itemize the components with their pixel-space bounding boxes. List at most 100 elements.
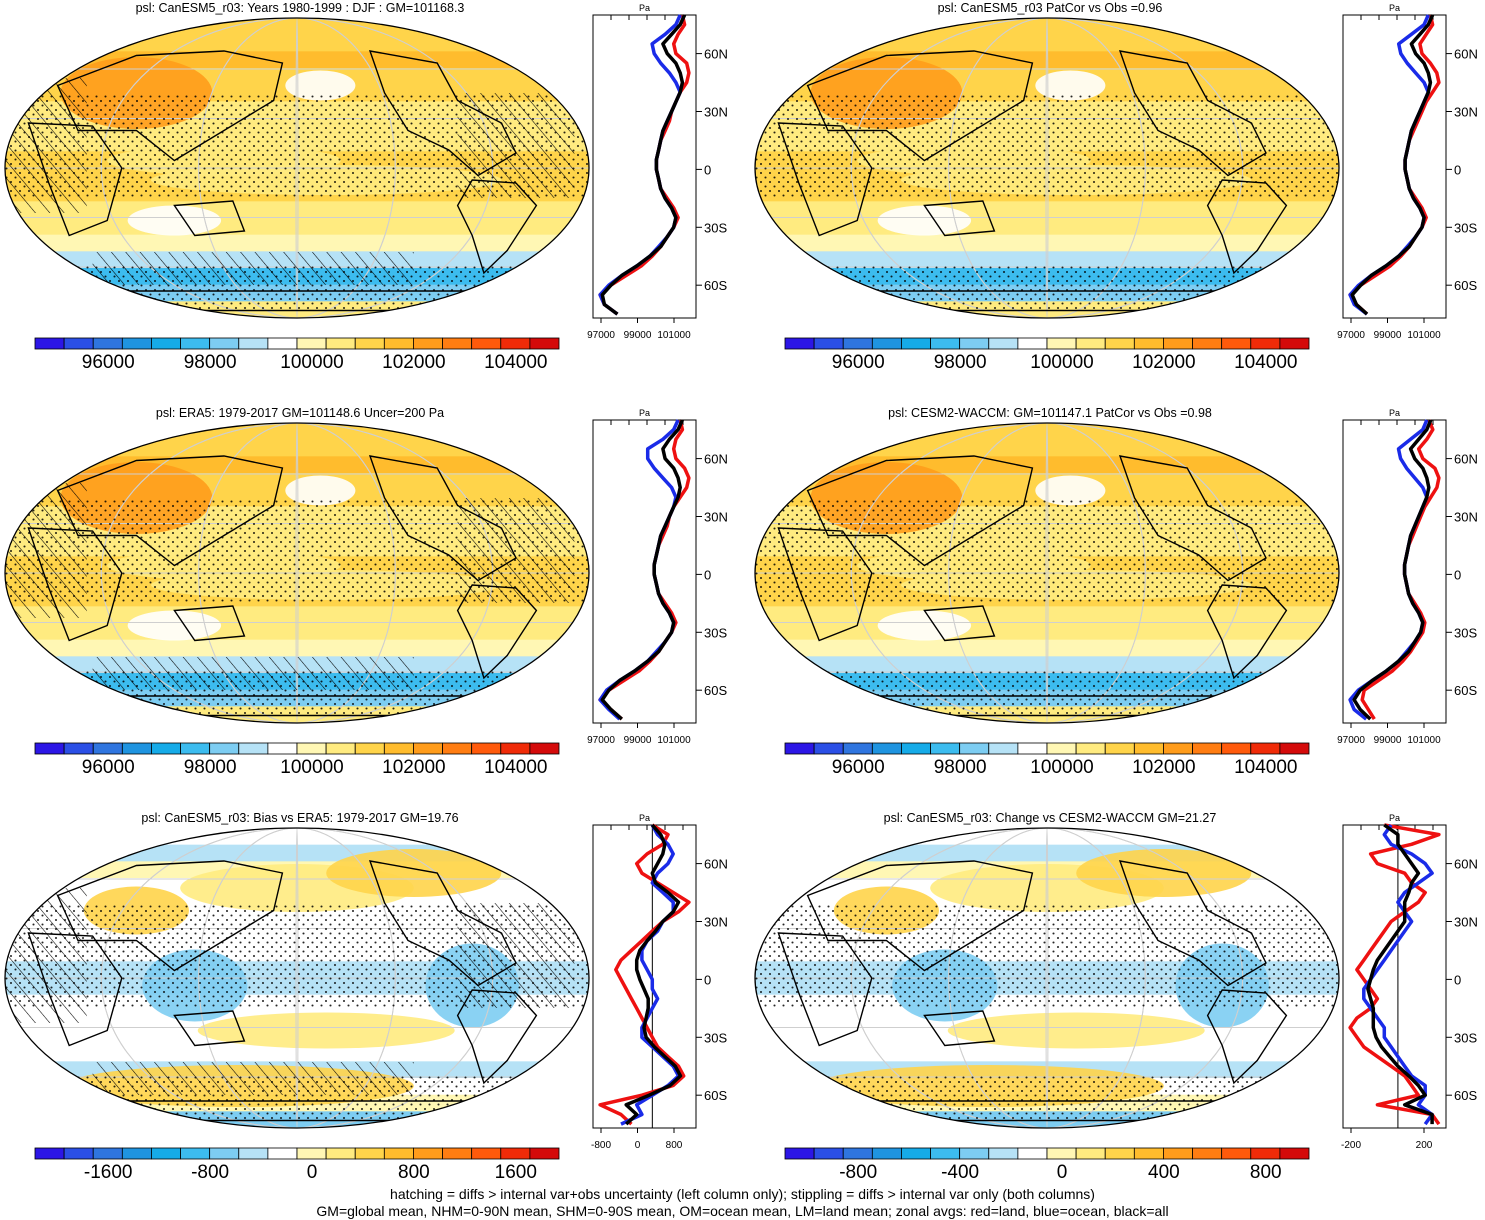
- zonal-ytick-label: 60N: [1454, 857, 1478, 872]
- colorbar-box: [842, 337, 873, 350]
- colorbar-box: [959, 337, 990, 350]
- colorbar-label: -800: [839, 1162, 877, 1183]
- zonal-ytick-label: 60N: [1454, 452, 1478, 467]
- colorbar-box: [413, 337, 443, 350]
- panel-title: psl: CanESM5_r03: Change vs CESM2-WACCM …: [884, 811, 1217, 825]
- colorbar-box: [500, 337, 531, 350]
- map-border: [4, 17, 590, 319]
- map-band: [5, 1044, 589, 1063]
- continent-outline: [456, 584, 538, 680]
- colorbar-box: [1250, 742, 1281, 755]
- colorbar-box: [354, 742, 385, 755]
- colorbar-box: [267, 742, 298, 755]
- colorbar-box: [1017, 337, 1048, 350]
- zonal-ytick-label: 30N: [704, 104, 728, 119]
- colorbar-label: 400: [1148, 1162, 1180, 1183]
- colorbar-box: [1133, 742, 1164, 755]
- colorbar-label: 98000: [934, 352, 987, 373]
- map-band: [755, 606, 1339, 624]
- panel-title: psl: CanESM5_r03: Years 1980-1999 : DJF …: [136, 1, 465, 15]
- colorbar-label: 104000: [1234, 757, 1297, 778]
- colorbar-box: [1192, 1147, 1223, 1160]
- map-band: [5, 439, 589, 458]
- map-field: [755, 828, 1339, 1128]
- map-field: [755, 423, 1339, 723]
- zonal-xtick-label: 101000: [1407, 735, 1441, 746]
- colorbar-box: [63, 1147, 94, 1160]
- continent-outline: [173, 605, 246, 642]
- stippling: [755, 498, 1339, 603]
- colorbar-label: 1600: [495, 1162, 537, 1183]
- zonal-ytick-label: 60S: [704, 683, 727, 698]
- colorbar-label: 0: [1057, 1162, 1068, 1183]
- colorbar-box: [180, 337, 211, 350]
- colorbar-box: [354, 1147, 385, 1160]
- map-band: [755, 18, 1339, 36]
- colorbar-box: [1133, 337, 1164, 350]
- zonal-xtick-label: 99000: [624, 330, 652, 341]
- colorbar-box: [1192, 337, 1223, 350]
- map-border: [4, 827, 590, 1129]
- colorbar-label: 98000: [934, 757, 987, 778]
- colorbar-box: [354, 337, 385, 350]
- zonal-xtick-label: 97000: [587, 330, 615, 341]
- zonal-ytick-label: 30N: [1454, 104, 1478, 119]
- zonal-ytick-label: 60N: [704, 47, 728, 62]
- panel-title: psl: ERA5: 1979-2017 GM=101148.6 Uncer=2…: [156, 406, 444, 420]
- continent-outline: [27, 122, 123, 237]
- zonal-line-all: [600, 419, 684, 721]
- colorbar-box: [1104, 337, 1135, 350]
- colorbar-box: [180, 742, 211, 755]
- zonal-ytick-label: 0: [1454, 567, 1461, 582]
- panel-title: psl: CESM2-WACCM: GM=101147.1 PatCor vs …: [888, 406, 1212, 420]
- colorbar-box: [296, 742, 327, 755]
- zonal-xtick-label: 101000: [657, 330, 691, 341]
- zonal-frame: [1342, 14, 1447, 319]
- colorbar-box: [500, 742, 531, 755]
- panel-5: psl: CanESM5_r03: Bias vs ERA5: 1979-201…: [4, 811, 728, 1183]
- colorbar-box: [296, 1147, 327, 1160]
- colorbar-label: 0: [307, 1162, 318, 1183]
- zonal-line-all: [1352, 419, 1433, 721]
- zonal-xtick-label: 99000: [1374, 735, 1402, 746]
- map-anomaly: [197, 1012, 455, 1049]
- stippling: [755, 264, 1339, 309]
- zonal-ytick-label: 60S: [704, 1088, 727, 1103]
- hatching: [5, 483, 87, 618]
- colorbar-box: [442, 337, 473, 350]
- map-band: [755, 423, 1339, 441]
- map-band: [755, 844, 1339, 863]
- colorbar-box: [959, 742, 990, 755]
- colorbar-box: [1221, 1147, 1252, 1160]
- colorbar-box: [209, 337, 240, 350]
- colorbar-box: [1104, 1147, 1135, 1160]
- panel-6: psl: CanESM5_r03: Change vs CESM2-WACCM …: [754, 811, 1478, 1183]
- map-band: [5, 34, 589, 53]
- zonal-line-ocean: [1362, 823, 1434, 1126]
- colorbar-box: [121, 742, 152, 755]
- colorbar-box: [1075, 742, 1106, 755]
- colorbar-box: [34, 1147, 65, 1160]
- colorbar-box: [842, 742, 873, 755]
- map-band: [5, 639, 589, 658]
- colorbar-box: [238, 337, 269, 350]
- colorbar-box: [1163, 337, 1193, 350]
- zonal-ytick-label: 30S: [1454, 1030, 1477, 1045]
- colorbar-box: [529, 742, 560, 755]
- colorbar-box: [1017, 1147, 1048, 1160]
- colorbar-box: [1250, 337, 1281, 350]
- colorbar-label: 96000: [82, 757, 135, 778]
- panel-4: psl: CESM2-WACCM: GM=101147.1 PatCor vs …: [754, 406, 1478, 778]
- zonal-ytick-label: 60S: [704, 278, 727, 293]
- hatching: [5, 888, 87, 1023]
- colorbar-box: [871, 1147, 902, 1160]
- colorbar-box: [442, 742, 473, 755]
- continent-outline: [1206, 584, 1288, 680]
- colorbar-box: [267, 1147, 298, 1160]
- colorbar-label: 104000: [484, 352, 547, 373]
- zonal-line-all: [600, 14, 687, 316]
- zonal-unit-label: Pa: [639, 408, 650, 418]
- zonal-ytick-label: 30N: [704, 509, 728, 524]
- map-anomaly: [877, 205, 972, 236]
- colorbar-box: [92, 742, 123, 755]
